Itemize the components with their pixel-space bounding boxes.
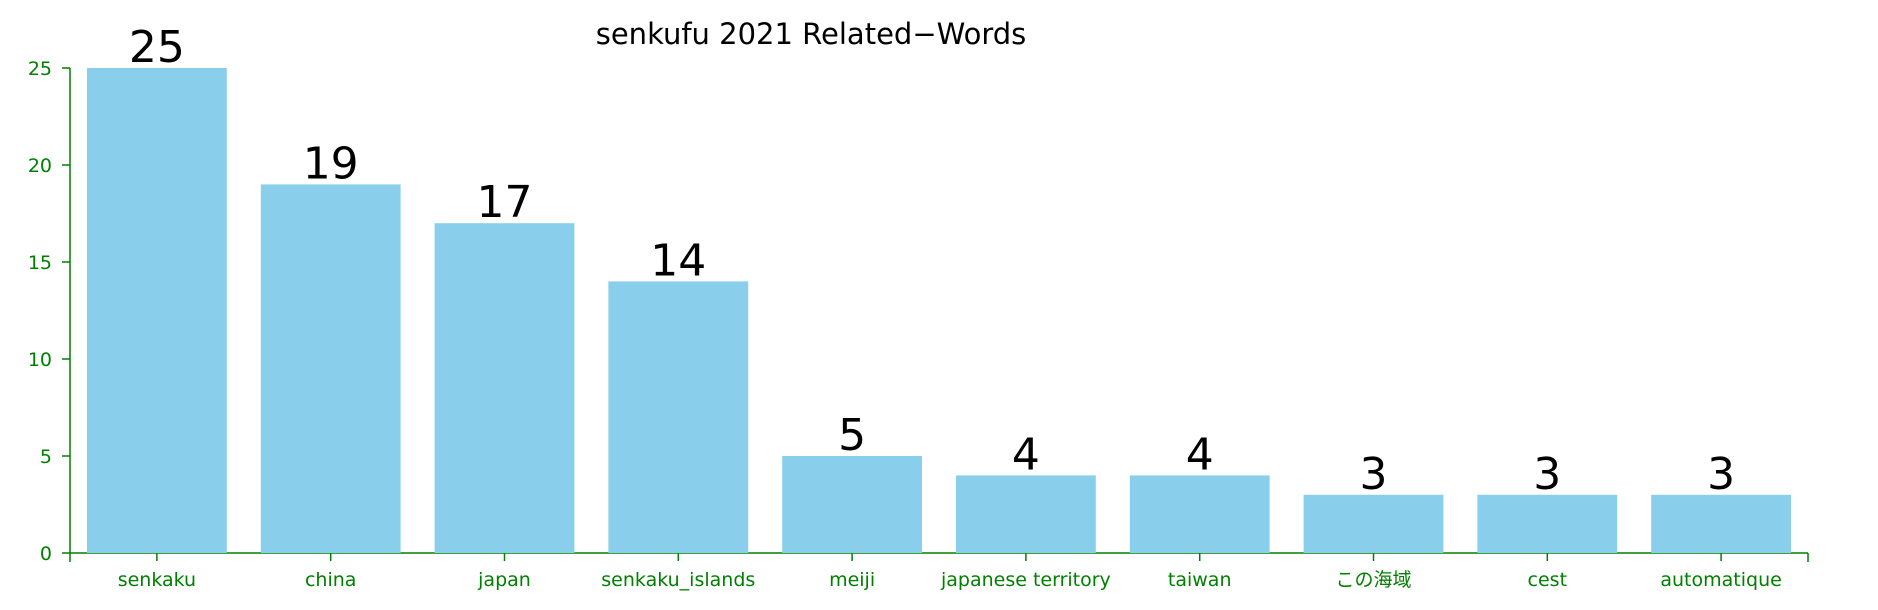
bar-3 [608, 281, 749, 553]
value-label: 3 [1360, 449, 1388, 500]
value-label: 14 [650, 235, 706, 286]
y-tick-label: 0 [40, 543, 52, 565]
y-tick-label: 5 [40, 446, 52, 468]
y-axis: 0 5 10 15 20 25 [28, 58, 71, 565]
x-tick-label: japanese territory [940, 569, 1111, 591]
bars [87, 68, 1791, 553]
bar-9 [1651, 494, 1791, 553]
y-tick-label: 20 [28, 155, 52, 177]
value-label: 3 [1533, 449, 1561, 500]
x-tick-label: meiji [829, 569, 875, 591]
y-tick-label: 10 [28, 349, 52, 371]
value-labels: 25 19 17 14 5 4 4 3 3 3 [129, 22, 1735, 500]
bar-2 [434, 223, 575, 553]
x-tick-label: automatique [1660, 569, 1781, 591]
x-tick-label: cest [1528, 569, 1567, 591]
x-tick-label: japan [477, 569, 531, 591]
value-label: 4 [1186, 429, 1214, 480]
x-tick-label: この海域 [1335, 569, 1411, 591]
value-label: 17 [477, 177, 533, 228]
x-tick-label: china [305, 569, 356, 591]
x-tick-label: senkaku [118, 569, 196, 591]
bar-6 [1129, 475, 1270, 553]
bar-7 [1303, 494, 1444, 553]
value-label: 3 [1707, 449, 1735, 500]
bar-4 [782, 456, 922, 553]
x-tick-label: senkaku_islands [601, 569, 755, 591]
bar-5 [956, 475, 1096, 553]
y-tick-label: 25 [28, 58, 52, 80]
value-label: 19 [303, 138, 359, 189]
value-label: 5 [838, 410, 866, 461]
bar-8 [1477, 494, 1618, 553]
x-tick-label: taiwan [1168, 569, 1232, 591]
value-label: 4 [1012, 429, 1040, 480]
chart-title: senkufu 2021 Related−Words [596, 17, 1027, 51]
x-axis: senkaku china japan senkaku_islands meiji jap… [69, 552, 1809, 591]
bar-0 [87, 68, 227, 553]
value-label: 25 [129, 22, 185, 73]
bar-1 [260, 184, 401, 553]
y-tick-label: 15 [28, 252, 52, 274]
